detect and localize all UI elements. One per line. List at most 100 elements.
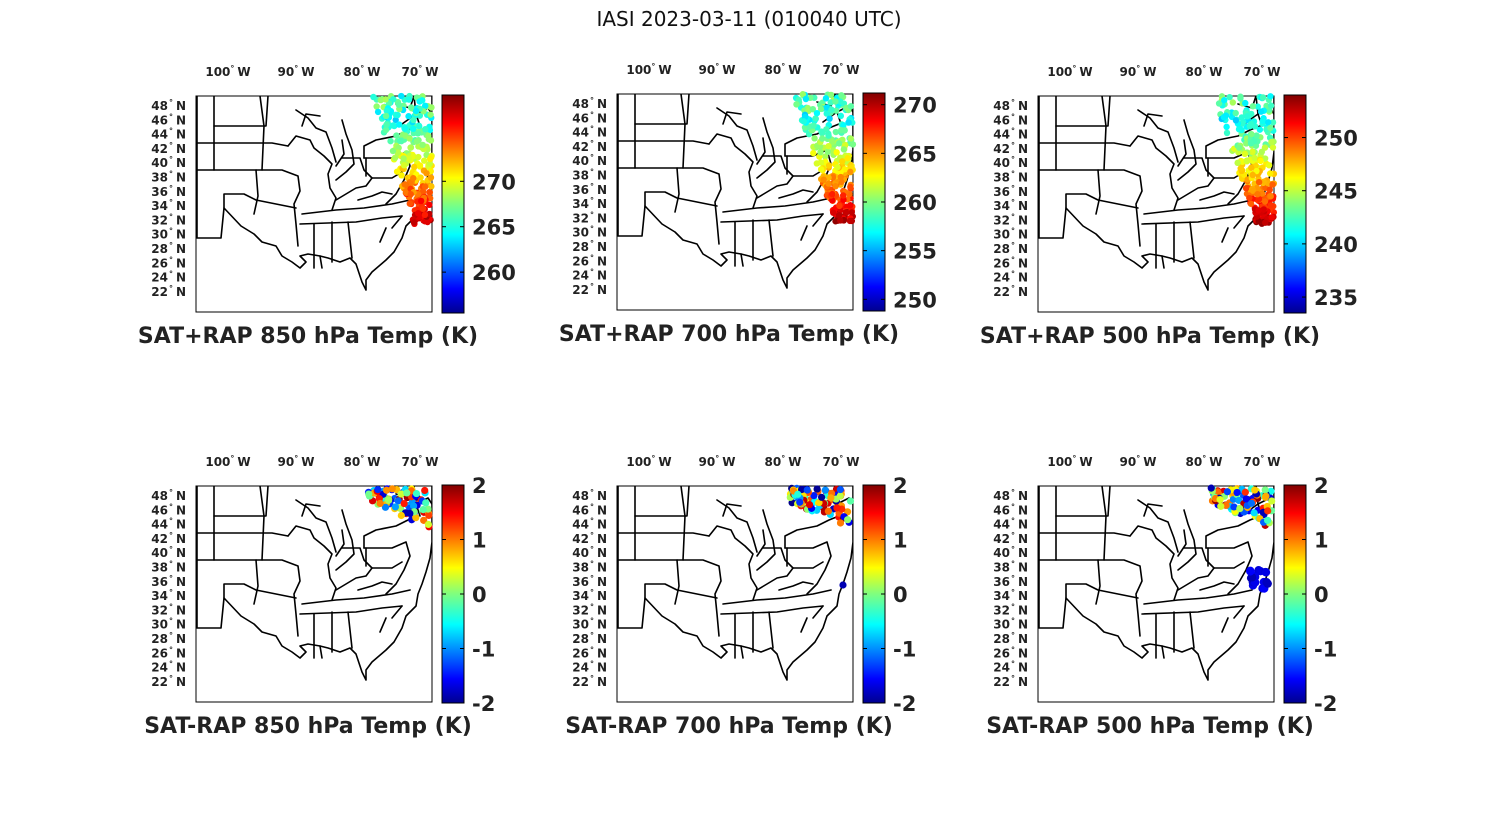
swath-point [829,190,836,198]
longitude-tick-label: 70° W [402,454,439,469]
longitude-tick-label: 90° W [699,454,736,469]
swath-point [389,147,397,155]
swath-point [1223,488,1231,496]
swath-point [1267,102,1275,109]
swath-point [836,485,844,494]
colorbar-tick-label: 265 [893,142,937,166]
swath-point [421,157,428,164]
colorbar-tick-label: 260 [472,261,516,285]
latitude-tick-label: 34° N [572,588,607,603]
swath-points [364,485,433,531]
latitude-tick-label: 34° N [993,588,1028,603]
longitude-tick-label: 80° W [1186,64,1223,79]
colorbar-tick-label: 235 [1314,286,1358,310]
swath-point [817,105,825,113]
latitude-tick-label: 40° N [572,545,607,560]
longitude-tick-label: 70° W [823,62,860,77]
swath-point [1217,502,1225,510]
swath-point [383,107,391,115]
latitude-tick-label: 40° N [993,155,1028,170]
latitude-tick-label: 32° N [572,210,607,225]
swath-point [836,519,845,527]
latitude-tick-label: 48° N [993,488,1028,503]
swath-point [828,106,835,113]
swath-point [821,153,829,160]
latitude-tick-label: 24° N [572,660,607,675]
swath-point [421,211,429,219]
swath-point [802,95,810,103]
latitude-tick-label: 38° N [151,560,186,575]
latitude-tick-label: 42° N [993,141,1028,156]
swath-point [425,132,432,140]
swath-point [419,205,427,212]
swath-point [411,163,418,171]
map-frame [195,95,433,313]
latitude-tick-label: 48° N [151,98,186,113]
swath-point [1260,206,1267,213]
latitude-tick-label: 30° N [993,227,1028,242]
swath-point [1247,499,1256,507]
swath-point [810,492,818,500]
swath-point [1255,178,1263,186]
swath-point [833,149,840,156]
longitude-tick-label: 80° W [344,64,381,79]
swath-point [825,174,832,181]
swath-point [398,172,405,179]
swath-point [1247,200,1255,207]
swath-point [405,113,412,120]
swath-point [1230,503,1238,511]
swath-point [417,197,425,205]
swath-point [1232,117,1240,124]
longitude-tick-label: 90° W [278,64,315,79]
panels: 100° W 90° W 80° W 70° W48° N46° N44° N42° N40° N38°… [138,62,1358,739]
swath-point [1263,102,1270,110]
longitude-tick-label: 100° W [626,62,671,77]
colorbar-tick-label: 270 [893,94,937,118]
latitude-tick-label: 32° N [993,602,1028,617]
swath-point [837,112,845,120]
latitude-tick-label: 22° N [151,284,186,299]
swath-point [826,115,833,122]
swath-point [412,514,420,522]
latitude-tick-label: 46° N [151,502,186,517]
swath-point [403,489,411,497]
swath-point [428,104,435,111]
swath-point [824,507,832,515]
latitude-tick-label: 38° N [993,170,1028,185]
latitude-tick-label: 40° N [151,545,186,560]
latitude-tick-label: 44° N [993,517,1028,532]
swath-point [839,581,847,589]
swath-point [392,116,399,124]
swath-point [1255,195,1263,203]
swath-point [1222,501,1230,509]
latitude-tick-label: 48° N [572,488,607,503]
swath-point [827,91,835,99]
colorbar-tick-label: 1 [1314,529,1329,553]
swath-point [410,116,417,124]
swath-point [1253,132,1260,139]
colorbar-tick-label: 240 [1314,233,1358,257]
swath-point [846,497,855,505]
swath-point [845,119,852,126]
longitude-tick-label: 70° W [1244,454,1281,469]
swath-point [377,96,385,104]
swath-point [839,158,846,165]
swath-points [370,92,435,228]
colorbar-tick-label: 255 [893,240,937,264]
swath-point [394,111,401,119]
panel-sat-rap-850-sum: 100° W 90° W 80° W 70° W 48° N46° N44° N42° N40° N38°… [138,64,516,349]
swath-point [847,135,854,142]
swath-point [1246,194,1253,202]
swath-point [1250,509,1258,517]
latitude-tick-label: 24° N [993,660,1028,675]
latitude-tick-label: 34° N [151,198,186,213]
swath-point [400,162,408,169]
latitude-tick-label: 24° N [151,660,186,675]
swath-point [1243,157,1251,165]
swath-point [1234,159,1241,167]
swath-point [810,149,817,157]
latitude-tick-label: 24° N [993,270,1028,285]
latitude-tick-label: 34° N [993,198,1028,213]
swath-point [821,486,829,494]
swath-point [407,144,414,151]
